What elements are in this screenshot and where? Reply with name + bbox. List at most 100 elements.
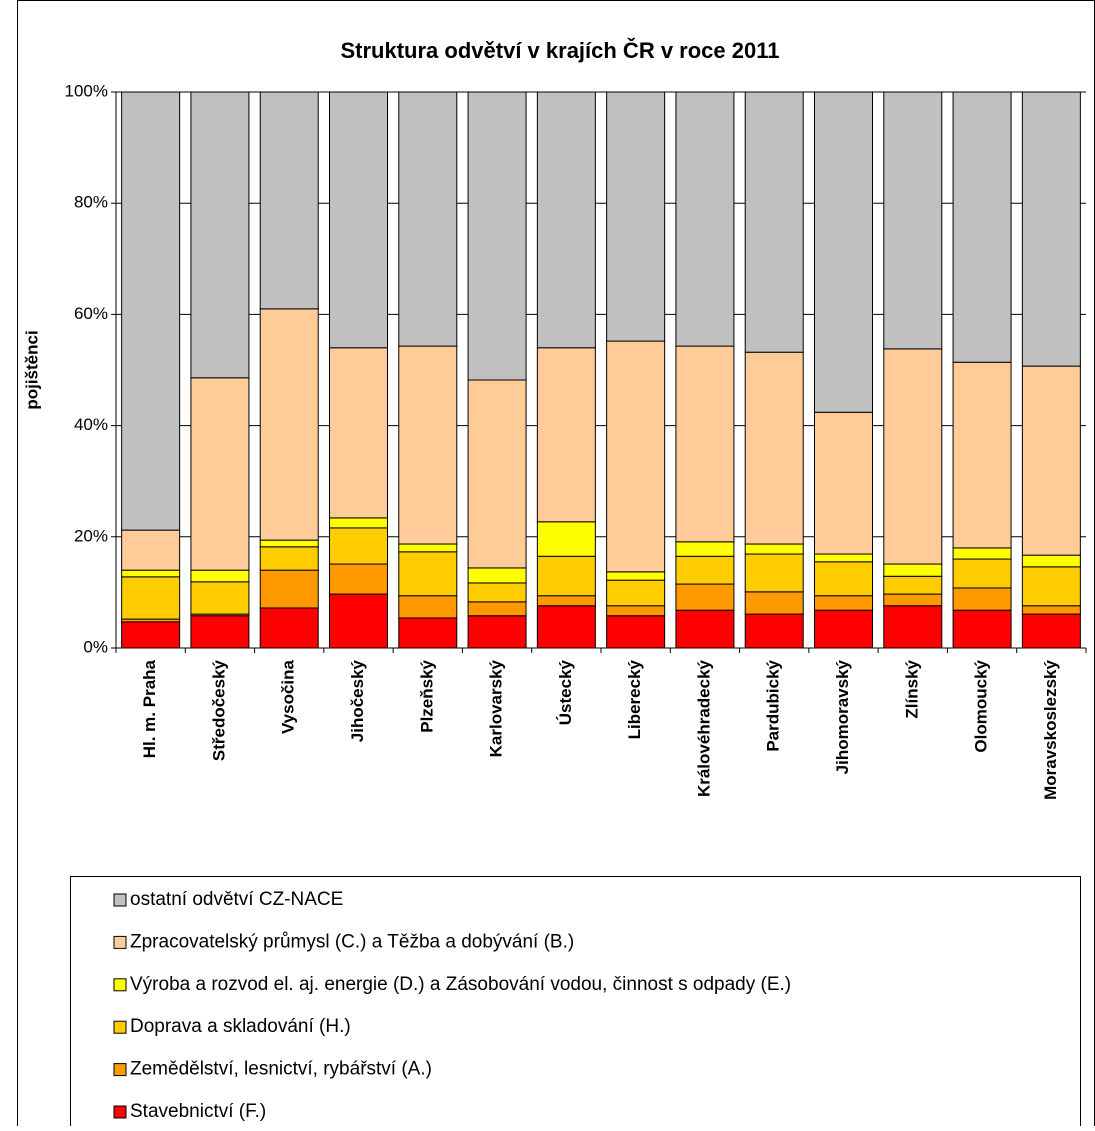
bar-segment (190, 581, 250, 615)
bar-segment (467, 601, 527, 617)
bar-segment (329, 347, 388, 519)
y-tick-label: 40% (74, 415, 108, 434)
x-tick-label: Vysočina (279, 659, 298, 734)
bar-segment (398, 551, 458, 597)
x-tick-label: Plzeňský (417, 659, 436, 732)
bar-segment (1021, 605, 1081, 615)
bar-segment (744, 553, 804, 593)
bar-segment (675, 345, 735, 543)
x-tick-label: Jihomoravský (833, 659, 852, 774)
bar-segment (536, 521, 596, 557)
bar-segment (398, 543, 458, 553)
bar-segment (259, 308, 319, 541)
bar-segment (606, 615, 666, 649)
bar-segment (190, 615, 250, 649)
bar-segment (329, 517, 388, 529)
bar-segment (467, 91, 527, 381)
bar-segment (121, 576, 181, 620)
bar-segment (883, 593, 943, 607)
legend-swatch (113, 893, 127, 907)
bar-segment (883, 575, 943, 595)
bar-segment (606, 91, 666, 342)
bar-segment (952, 609, 1012, 649)
x-tick-label: Zlínský (902, 659, 921, 718)
bar-segment (744, 591, 804, 615)
legend-label: Zpracovatelský průmysl (C.) a Těžba a do… (130, 931, 574, 952)
y-tick-label: 80% (74, 193, 108, 212)
x-tick-label: Liberecký (625, 659, 644, 739)
bar-segment (675, 541, 735, 557)
bar-segment (1021, 91, 1081, 367)
bar-segment (121, 91, 181, 531)
bar-segment (883, 563, 943, 577)
bar-segment (190, 569, 250, 583)
bar-segment (744, 543, 804, 555)
legend-swatch (113, 935, 127, 949)
bar-segment (814, 595, 873, 611)
bar-segment (536, 347, 596, 523)
bar-segment (329, 593, 388, 649)
legend-swatch (113, 978, 127, 992)
bar-segment (536, 605, 596, 649)
bar-segment (329, 527, 388, 565)
bar-segment (536, 91, 596, 349)
bar-segment (814, 91, 873, 413)
y-tick-label: 20% (74, 526, 108, 545)
x-tick-label: Olomoucký (972, 659, 991, 752)
legend-label: Doprava a skladování (H.) (130, 1016, 351, 1037)
bar-segment (467, 615, 527, 649)
bar-segment (259, 539, 319, 548)
x-tick-label: Středočeský (209, 659, 228, 761)
bar-segment (1021, 566, 1081, 607)
bar-segment (675, 555, 735, 585)
y-tick-label: 0% (83, 637, 108, 656)
legend-label: Výroba a rozvod el. aj. energie (D.) a Z… (130, 974, 791, 995)
x-tick-label: Ústecký (556, 659, 575, 725)
bar-segment (259, 546, 319, 571)
legend-swatch (113, 1063, 127, 1077)
legend-label: ostatní odvětví CZ-NACE (130, 889, 343, 910)
bar-segment (398, 91, 458, 347)
legend (70, 876, 1081, 1131)
bar-segment (1021, 613, 1081, 649)
x-tick-label: Jihočeský (348, 659, 367, 742)
chart-title: Struktura odvětví v krajích ČR v roce 20… (341, 38, 780, 63)
bar-segment (467, 567, 527, 584)
bar-segment (398, 345, 458, 545)
bar-segment (883, 605, 943, 649)
bar-segment (467, 582, 527, 603)
bar-segment (744, 613, 804, 649)
y-tick-label: 100% (65, 81, 108, 100)
bar-segment (329, 91, 388, 349)
legend-label: Stavebnictví (F.) (130, 1101, 266, 1122)
y-axis-label: pojištěnci (22, 330, 41, 409)
bar-segment (329, 563, 388, 595)
bar-segment (190, 91, 250, 379)
bar-segment (259, 91, 319, 310)
bar-segment (675, 583, 735, 611)
bar-segment (883, 348, 943, 565)
x-tick-label: Královéhradecký (694, 659, 713, 797)
bar-segment (952, 91, 1012, 363)
bar-segment (952, 558, 1012, 589)
bar-segment (814, 553, 873, 563)
x-tick-label: Moravskoslezský (1041, 659, 1060, 799)
bar-segment (606, 605, 666, 617)
bar-segment (675, 91, 735, 347)
bar-segment (259, 569, 319, 609)
bar-segment (121, 621, 181, 649)
x-tick-label: Karlovarský (487, 659, 506, 757)
bar-segment (259, 607, 319, 649)
bar-segment (606, 571, 666, 581)
bar-segment (952, 587, 1012, 611)
bar-segment (675, 609, 735, 649)
bar-segment (744, 91, 804, 353)
bar-segment (1021, 554, 1081, 568)
y-tick-label: 60% (74, 304, 108, 323)
bar-segment (121, 529, 181, 571)
bar-segment (536, 555, 596, 597)
bar-segment (121, 569, 181, 578)
x-tick-label: Pardubický (764, 659, 783, 751)
bar-segment (952, 547, 1012, 560)
